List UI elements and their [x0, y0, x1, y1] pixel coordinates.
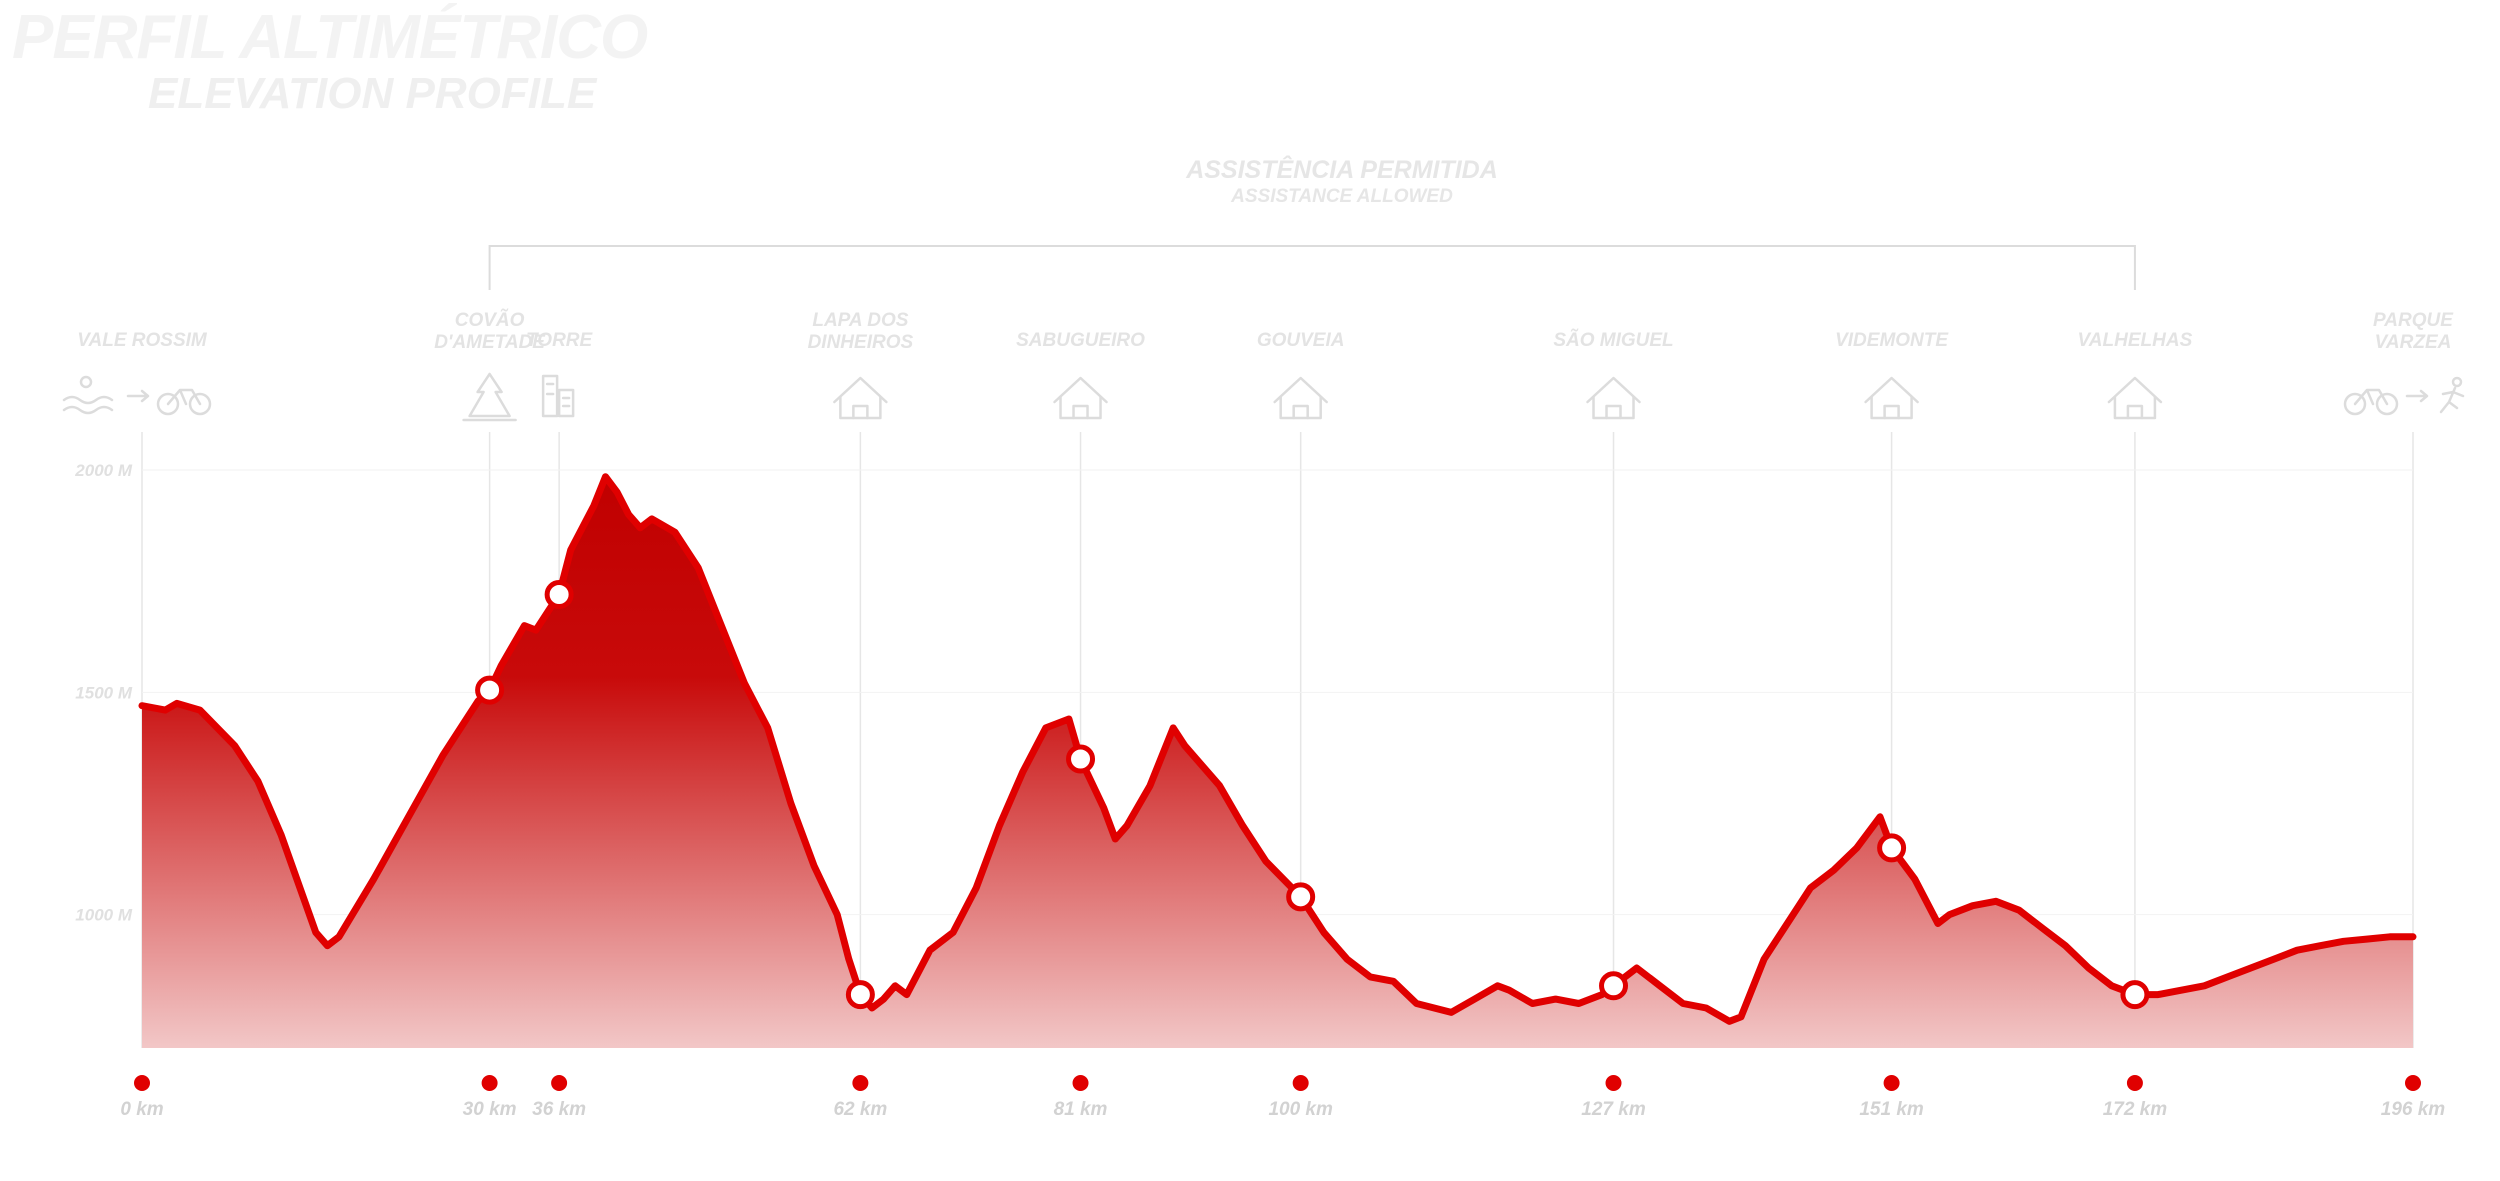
waypoint-marker [1286, 882, 1316, 912]
km-dot [1072, 1075, 1089, 1091]
swim-to-bike-icon [62, 375, 212, 416]
waypoint-label: PARQUE VARZEA [2373, 310, 2454, 353]
house-icon [1864, 376, 1919, 420]
waypoint-label: VALE ROSSIM [77, 330, 208, 351]
waypoint-marker [475, 675, 505, 705]
house-icon [833, 376, 888, 420]
km-label: 172 km [2103, 1099, 2168, 1120]
waypoint-marker [1066, 744, 1096, 774]
km-dot [2405, 1075, 2421, 1091]
tower-icon [541, 374, 575, 418]
bike-to-run-icon [2343, 376, 2465, 416]
assistance-label-en: ASSISTANCE ALLOWED [1230, 186, 1453, 207]
waypoint-label: LAPA DOS DINHEIROS [808, 310, 914, 353]
waypoint-marker [1877, 833, 1907, 863]
waypoint-label: VIDEMONTE [1835, 330, 1949, 351]
chart-subtitle: ELEVATION PROFILE [148, 69, 598, 118]
km-dot [852, 1075, 869, 1091]
house-icon [1053, 376, 1108, 420]
house-icon [1273, 376, 1328, 420]
waypoint-label: VALHELHAS [2078, 330, 2193, 351]
km-dot [551, 1075, 568, 1091]
waypoint-label: COVÃO D'AMETADE [434, 309, 546, 353]
km-dot [1883, 1075, 1900, 1091]
km-label: 127 km [1581, 1099, 1646, 1120]
y-tick-label: 1500 M [75, 683, 133, 702]
elevation-area [142, 476, 2413, 1048]
km-label: 62 km [833, 1099, 887, 1120]
km-label: 30 km [463, 1099, 517, 1120]
house-icon [1586, 376, 1641, 420]
km-dot [2126, 1075, 2143, 1091]
km-label: 81 km [1054, 1099, 1108, 1120]
waypoint-marker [544, 580, 574, 610]
km-dot [134, 1075, 150, 1091]
y-tick-label: 1000 M [75, 906, 133, 925]
chart-title: PERFIL ALTIMÉTRICO [12, 3, 648, 72]
km-label: 151 km [1859, 1099, 1924, 1120]
km-label: 0 km [120, 1099, 163, 1120]
assistance-label: ASSISTÊNCIA PERMITIDA [1185, 154, 1498, 184]
km-dot [1292, 1075, 1309, 1091]
assistance-bracket [488, 245, 2136, 290]
elevation-line [138, 473, 2417, 1025]
house-icon [2107, 376, 2163, 420]
km-dot [1605, 1075, 1622, 1091]
km-dot [481, 1075, 498, 1091]
waypoint-label: GOUVEIA [1257, 330, 1345, 351]
km-label: 100 km [1268, 1099, 1333, 1120]
forest-icon [462, 372, 517, 422]
waypoint-label: SABUGUEIRO [1016, 330, 1145, 351]
km-label: 36 km [532, 1099, 586, 1120]
waypoint-label: TORRE [526, 330, 593, 351]
waypoint-label: SÃO MIGUEL [1553, 329, 1673, 351]
km-label: 196 km [2381, 1099, 2446, 1120]
y-tick-label: 2000 M [74, 461, 133, 480]
waypoint-marker [1599, 971, 1629, 1001]
waypoint-marker [2120, 980, 2150, 1010]
waypoint-marker [845, 980, 875, 1010]
